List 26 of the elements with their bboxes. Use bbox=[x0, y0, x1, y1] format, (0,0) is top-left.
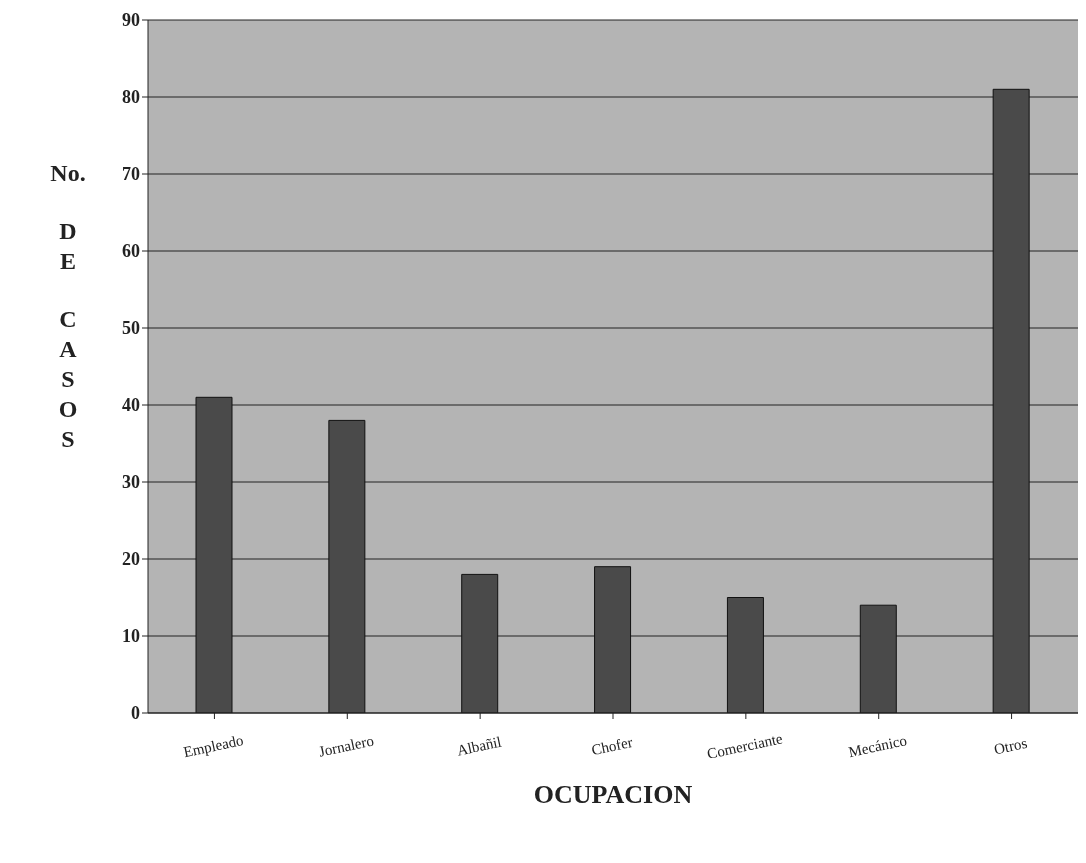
text: No. DE CASOS bbox=[50, 160, 86, 452]
bar bbox=[195, 396, 233, 713]
y-tick-label: 20 bbox=[122, 549, 140, 570]
y-tick-label: 80 bbox=[122, 87, 140, 108]
y-tick-label: 0 bbox=[131, 703, 140, 724]
x-tick-label: Mecánico bbox=[847, 732, 909, 761]
bar bbox=[992, 88, 1030, 713]
x-axis-title: OCUPACION bbox=[533, 780, 693, 809]
y-tick-label: 70 bbox=[122, 164, 140, 185]
x-tick-label: Otros bbox=[992, 734, 1029, 758]
bar bbox=[328, 419, 366, 713]
x-tick-label: Empleado bbox=[181, 731, 245, 761]
x-tick-label: Chofer bbox=[589, 733, 634, 759]
bar bbox=[859, 604, 897, 713]
bar bbox=[594, 566, 632, 713]
bar bbox=[726, 597, 764, 713]
x-tick-label: Comerciante bbox=[705, 730, 785, 762]
y-tick-label: 40 bbox=[122, 395, 140, 416]
y-tick-label: 50 bbox=[122, 318, 140, 339]
y-tick-label: 10 bbox=[122, 626, 140, 647]
bar bbox=[461, 573, 499, 713]
y-tick-label: 90 bbox=[122, 10, 140, 31]
y-tick-label: 60 bbox=[122, 241, 140, 262]
x-tick-label: Albañil bbox=[455, 733, 503, 759]
y-tick-label: 30 bbox=[122, 472, 140, 493]
x-tick-label: Jornalero bbox=[317, 732, 376, 760]
